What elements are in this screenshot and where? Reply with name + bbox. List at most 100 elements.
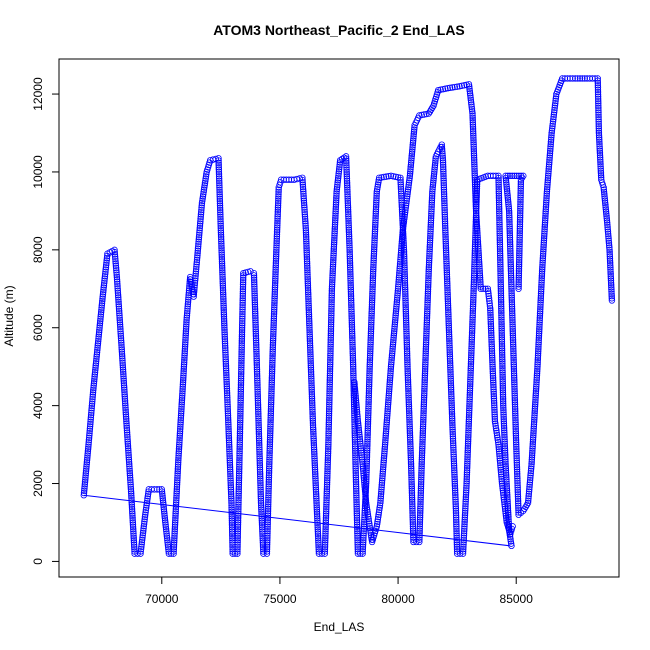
data-point — [443, 271, 451, 278]
data-point — [300, 199, 308, 207]
data-point — [510, 345, 517, 353]
data-point — [255, 415, 262, 422]
data-point — [498, 329, 505, 337]
data-point — [467, 92, 474, 99]
data-point — [267, 418, 274, 426]
data-point — [368, 299, 376, 306]
data-point — [464, 440, 472, 447]
data-point — [90, 380, 98, 387]
data-point — [543, 188, 551, 195]
data-point — [460, 539, 467, 546]
data-point — [531, 416, 538, 423]
data-point — [405, 398, 413, 406]
data-point — [171, 525, 179, 533]
data-point — [322, 534, 329, 542]
data-point — [270, 326, 277, 333]
data-point — [267, 403, 275, 410]
data-point — [305, 309, 313, 316]
data-point — [401, 277, 409, 284]
data-point — [353, 523, 361, 530]
data-point — [362, 497, 370, 504]
data-point — [465, 433, 472, 441]
data-point — [511, 394, 518, 402]
data-point — [446, 337, 453, 345]
data-point — [507, 265, 515, 272]
data-point — [540, 241, 547, 249]
data-point — [116, 321, 124, 328]
data-point — [365, 392, 373, 399]
data-point — [127, 483, 134, 490]
data-point — [347, 270, 354, 278]
data-point — [235, 472, 243, 479]
data-point — [607, 268, 614, 276]
data-point — [177, 419, 184, 426]
data-point — [395, 283, 402, 290]
data-point — [355, 422, 362, 429]
data-point — [422, 352, 429, 359]
data-point — [256, 459, 264, 467]
data-point — [411, 124, 418, 131]
data-point — [264, 512, 272, 519]
data-point — [512, 434, 520, 442]
data-point — [271, 306, 278, 313]
data-point — [80, 492, 88, 499]
data-point — [344, 193, 351, 200]
data-point — [440, 193, 448, 200]
data-point — [251, 305, 259, 313]
data-point — [474, 227, 481, 235]
data-point — [116, 319, 124, 326]
data-point — [466, 90, 474, 97]
data-point — [184, 298, 192, 306]
data-point — [235, 476, 243, 484]
data-point — [408, 157, 415, 164]
data-point — [113, 276, 121, 283]
data-point — [367, 341, 374, 348]
data-point — [195, 231, 203, 239]
data-point — [420, 394, 428, 401]
data-point — [497, 285, 505, 292]
data-point — [264, 507, 272, 515]
data-point — [345, 217, 352, 225]
data-point — [596, 145, 603, 152]
data-point — [253, 348, 260, 355]
data-point — [238, 366, 245, 373]
data-point — [355, 427, 363, 434]
data-point — [130, 532, 137, 540]
data-point — [443, 267, 450, 274]
data-point — [403, 350, 411, 357]
data-point — [430, 175, 437, 182]
data-point — [542, 201, 550, 208]
data-point — [139, 532, 146, 539]
data-point — [467, 378, 474, 385]
data-point — [347, 275, 354, 282]
data-point — [498, 347, 506, 354]
data-point — [491, 415, 499, 423]
data-point — [501, 440, 508, 448]
data-point — [512, 430, 520, 437]
data-point — [119, 357, 126, 364]
data-point — [495, 199, 503, 206]
data-point — [529, 436, 537, 443]
data-point — [468, 329, 476, 337]
data-point — [329, 263, 337, 270]
data-point — [354, 525, 361, 533]
data-point — [255, 421, 262, 429]
data-point — [378, 479, 386, 486]
data-point — [501, 433, 508, 441]
data-point — [171, 530, 178, 537]
data-point — [500, 424, 508, 432]
data-point — [536, 312, 544, 319]
data-point — [366, 363, 373, 370]
data-point — [220, 313, 228, 320]
data-point — [312, 477, 319, 484]
data-point — [527, 472, 534, 479]
data-point — [502, 512, 510, 519]
data-point — [346, 239, 353, 247]
data-point — [323, 505, 330, 513]
data-point — [345, 215, 352, 222]
data-point — [304, 289, 312, 296]
data-point — [273, 251, 280, 258]
data-point — [526, 479, 534, 486]
data-point — [301, 202, 308, 209]
